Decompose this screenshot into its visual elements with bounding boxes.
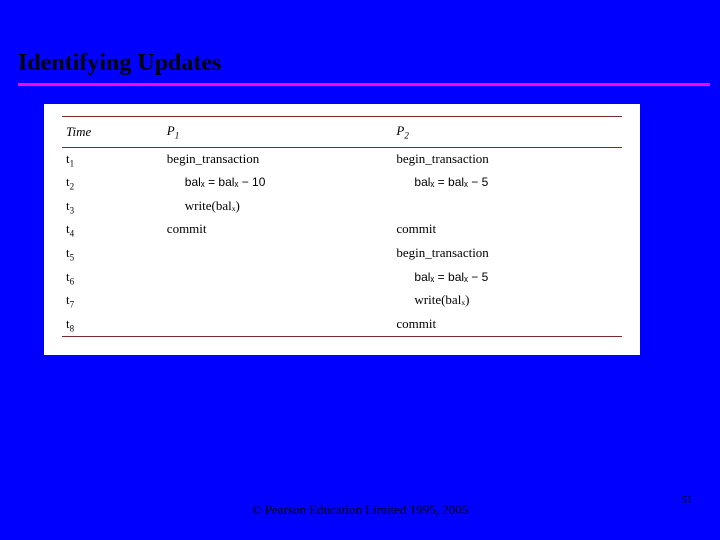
cell-p2: commit — [392, 218, 622, 242]
table-row: t6 balₓ = balₓ − 5 — [62, 266, 622, 290]
cell-p2 — [392, 195, 622, 219]
cell-time: t6 — [62, 266, 163, 290]
cell-time: t2 — [62, 171, 163, 195]
cell-p1: commit — [163, 218, 393, 242]
table-rule-bottom — [62, 336, 622, 337]
content-box: Time P1 P2 t1begin_transactionbegin_tran… — [44, 104, 640, 355]
cell-p1 — [163, 289, 393, 313]
cell-p2: commit — [392, 313, 622, 337]
table-row: t4commitcommit — [62, 218, 622, 242]
header-p2: P2 — [392, 117, 622, 147]
cell-p1 — [163, 313, 393, 337]
cell-p2: balₓ = balₓ − 5 — [392, 171, 622, 195]
table-row: t1begin_transactionbegin_transaction — [62, 148, 622, 172]
cell-p2: write(balₓ) — [392, 289, 622, 313]
cell-time: t7 — [62, 289, 163, 313]
table-row: t2balₓ = balₓ − 10balₓ = balₓ − 5 — [62, 171, 622, 195]
table-header-row: Time P1 P2 — [62, 117, 622, 147]
cell-p2: begin_transaction — [392, 148, 622, 172]
header-time: Time — [62, 117, 163, 147]
table-body: t1begin_transactionbegin_transactiont2ba… — [62, 147, 622, 337]
cell-p2: balₓ = balₓ − 5 — [392, 266, 622, 290]
table-row: t3write(balₓ) — [62, 195, 622, 219]
cell-p1: begin_transaction — [163, 148, 393, 172]
cell-time: t8 — [62, 313, 163, 337]
cell-time: t1 — [62, 148, 163, 172]
cell-p1 — [163, 242, 393, 266]
table-row: t8 commit — [62, 313, 622, 337]
footer-copyright: © Pearson Education Limited 1995, 2005 — [0, 502, 720, 518]
table-row: t5 begin_transaction — [62, 242, 622, 266]
updates-table: Time P1 P2 t1begin_transactionbegin_tran… — [62, 117, 622, 336]
page-title: Identifying Updates — [18, 50, 720, 77]
table-wrap: Time P1 P2 t1begin_transactionbegin_tran… — [44, 117, 640, 336]
page-number: 51 — [682, 495, 692, 506]
cell-p1: balₓ = balₓ − 10 — [163, 171, 393, 195]
cell-p1 — [163, 266, 393, 290]
cell-time: t5 — [62, 242, 163, 266]
cell-p1: write(balₓ) — [163, 195, 393, 219]
cell-time: t4 — [62, 218, 163, 242]
title-area: Identifying Updates — [0, 0, 720, 86]
title-underline — [18, 83, 710, 86]
cell-time: t3 — [62, 195, 163, 219]
cell-p2: begin_transaction — [392, 242, 622, 266]
header-p1: P1 — [163, 117, 393, 147]
table-row: t7 write(balₓ) — [62, 289, 622, 313]
